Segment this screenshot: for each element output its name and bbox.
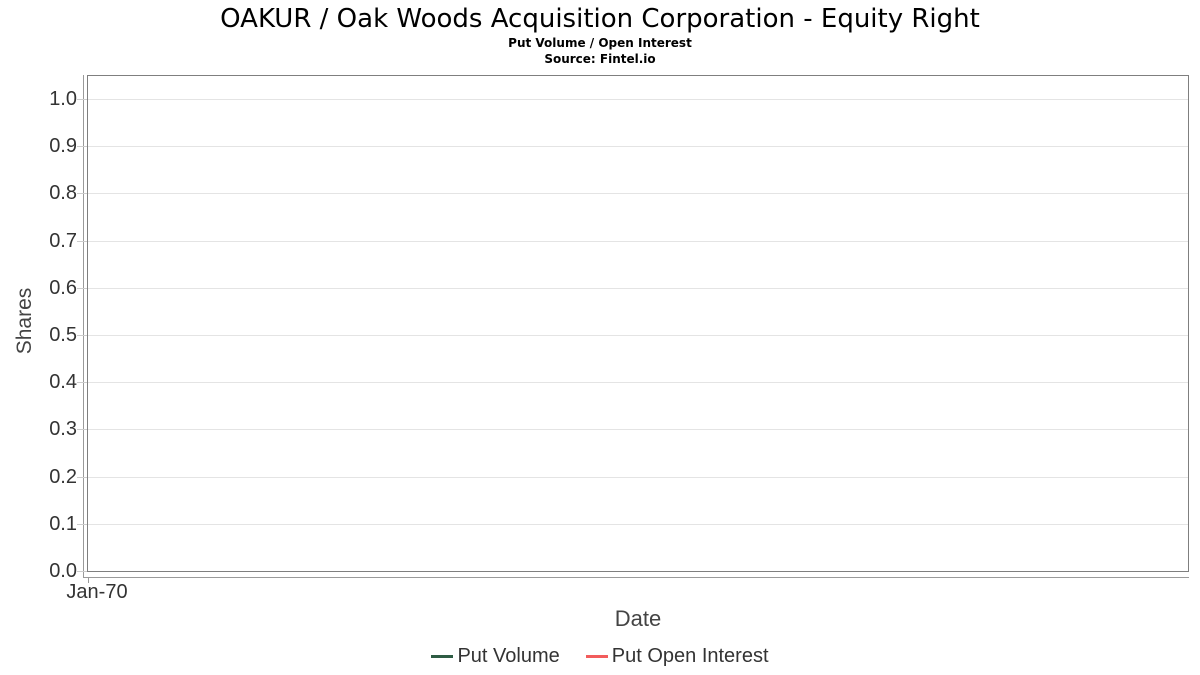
legend-label-put-volume: Put Volume (457, 645, 560, 667)
y-tick-label: 0.8 (49, 182, 77, 204)
chart-title: OAKUR / Oak Woods Acquisition Corporatio… (220, 4, 980, 34)
legend-item-put-open-interest: Put Open Interest (585, 645, 769, 668)
gridline (88, 524, 1188, 525)
y-tick-mark (77, 429, 87, 430)
y-tick-mark (77, 241, 87, 242)
y-tick-label: 0.1 (49, 513, 77, 535)
y-tick-label: 0.9 (49, 135, 77, 157)
gridline (88, 335, 1188, 336)
y-tick-mark (77, 477, 87, 478)
plot-area (87, 75, 1189, 572)
y-axis-title: Shares (13, 287, 36, 355)
gridline (88, 477, 1188, 478)
y-tick-label: 0.5 (49, 324, 77, 346)
legend-label-put-open-interest: Put Open Interest (611, 645, 769, 667)
y-tick-mark (77, 146, 87, 147)
x-axis-line (83, 577, 1189, 578)
gridline (88, 429, 1188, 430)
y-tick-label: 0.7 (49, 230, 77, 252)
y-tick-label: 0.0 (49, 560, 77, 582)
gridline (88, 382, 1188, 383)
y-tick-label: 0.2 (49, 466, 77, 488)
y-tick-label: 0.6 (49, 277, 77, 299)
gridline (88, 241, 1188, 242)
y-tick-mark (77, 382, 87, 383)
y-tick-label: 0.3 (49, 418, 77, 440)
y-tick-label: 1.0 (49, 88, 77, 110)
y-tick-mark (77, 99, 87, 100)
x-tick-mark (88, 578, 89, 583)
y-tick-mark (77, 524, 87, 525)
x-axis-title: Date (614, 606, 662, 631)
y-tick-mark (77, 571, 87, 572)
gridline (88, 99, 1188, 100)
chart-subtitle: Put Volume / Open Interest (508, 36, 692, 50)
legend: Put Volume Put Open Interest (0, 645, 1200, 668)
y-tick-label: 0.4 (49, 371, 77, 393)
y-tick-mark (77, 288, 87, 289)
gridline (88, 193, 1188, 194)
x-tick-label: Jan-70 (66, 581, 128, 603)
y-tick-mark (77, 193, 87, 194)
gridline (88, 146, 1188, 147)
gridline (88, 288, 1188, 289)
legend-item-put-volume: Put Volume (431, 645, 560, 668)
y-axis-line (83, 75, 84, 578)
y-tick-mark (77, 335, 87, 336)
put-open-interest-line-icon (585, 655, 608, 658)
put-volume-line-icon (431, 655, 454, 658)
chart-source: Source: Fintel.io (544, 52, 656, 66)
